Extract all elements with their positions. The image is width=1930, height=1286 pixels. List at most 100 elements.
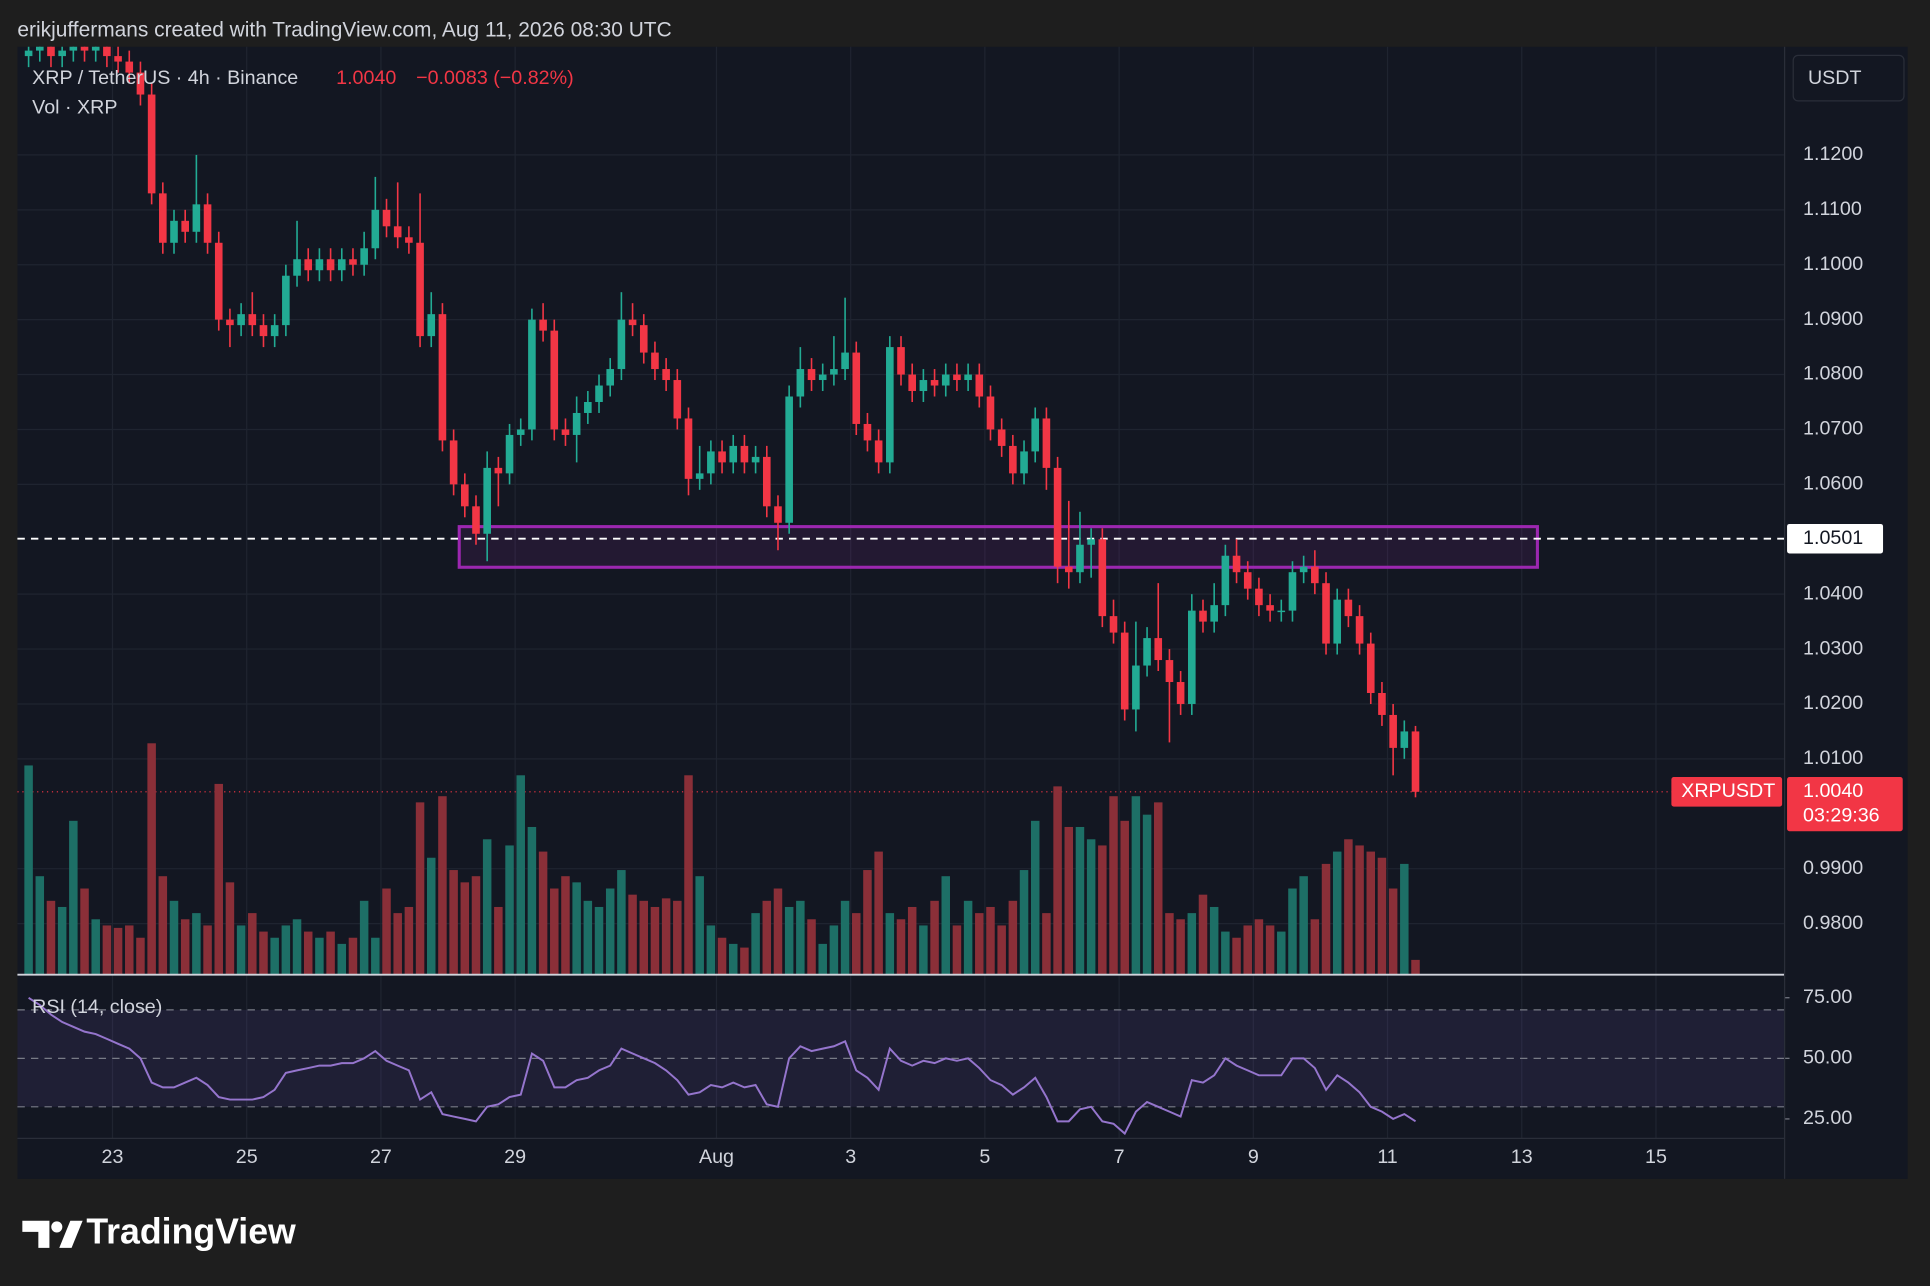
volume-bar [885, 913, 895, 975]
candle-body [1143, 638, 1151, 666]
volume-bar [315, 937, 324, 975]
candle-body [785, 396, 793, 523]
y-tick-label: 1.1100 [1803, 198, 1862, 220]
candle-body [695, 473, 704, 479]
candle-body [1344, 599, 1353, 617]
volume-bar [863, 870, 872, 975]
candle-body [740, 445, 749, 463]
volume-bar [516, 775, 525, 975]
candle-body [147, 94, 156, 194]
candle-body [1411, 731, 1420, 792]
x-tick-label: Aug [699, 1146, 734, 1168]
legend-change: −0.0083 (−0.82%) [416, 67, 574, 89]
candle-body [35, 46, 44, 51]
candle-body [282, 275, 290, 326]
volume-bar [773, 888, 783, 975]
x-tick-label: 5 [979, 1146, 990, 1168]
candle-body [1277, 610, 1286, 613]
volume-bar [494, 906, 503, 975]
candle-body [136, 72, 145, 95]
candle-body [360, 248, 368, 265]
volume-bar [415, 802, 425, 975]
candle-body [1311, 566, 1319, 584]
candle-body [617, 319, 626, 370]
volume-bar [1120, 820, 1129, 975]
volume-bar [1265, 925, 1275, 975]
volume-bar [538, 851, 548, 975]
candle-body [908, 374, 916, 392]
candle-body [449, 440, 458, 485]
candle-body [1210, 605, 1218, 622]
zone-layer [17, 525, 1785, 793]
candle-body [237, 314, 245, 326]
volume-bar [639, 900, 649, 975]
candle-body [818, 374, 827, 381]
volume-bar [807, 919, 816, 975]
volume-bar [1321, 863, 1331, 975]
candle-body [975, 374, 984, 397]
x-tick-label: 27 [370, 1146, 392, 1168]
volume-bar [975, 913, 984, 975]
volume-bar [762, 900, 772, 975]
volume-bar [728, 943, 738, 975]
symbol-badge [1671, 777, 1783, 807]
candle-body [270, 325, 279, 337]
volume-bar [561, 876, 570, 975]
volume-bar [113, 927, 123, 975]
candle-body [58, 50, 66, 57]
volume-bar [740, 947, 749, 975]
volume-bar [1366, 851, 1376, 975]
chart-area [17, 46, 1908, 1179]
candle-body [762, 456, 771, 507]
candle-body [461, 484, 469, 507]
currency-button[interactable] [1792, 54, 1905, 102]
volume-bar [359, 900, 369, 975]
y-tick-label: 0.9800 [1803, 912, 1863, 934]
volume-bar [1221, 931, 1230, 975]
candle-body [1188, 610, 1196, 704]
rsi-tick-label: 50.00 [1803, 1047, 1852, 1069]
volume-bar [248, 913, 257, 975]
candle-body [673, 380, 682, 419]
candle-body [1064, 566, 1073, 573]
brand-logo [22, 1220, 83, 1248]
candle-body [550, 330, 559, 430]
currency-label[interactable]: USDT [1808, 67, 1862, 89]
volume-bar [236, 925, 246, 975]
x-tick-label: 13 [1511, 1146, 1533, 1168]
candle-body [852, 352, 861, 424]
volume-bar [661, 898, 671, 975]
candle-body [1255, 588, 1263, 606]
candle-body [80, 46, 89, 51]
volume-bar [24, 765, 33, 975]
volume-bar [1086, 839, 1096, 975]
volume-bar [1098, 845, 1107, 975]
volume-bar [818, 943, 827, 975]
volume-bar [896, 919, 906, 975]
level-badge [1787, 523, 1884, 554]
volume-bar [292, 919, 302, 975]
volume-bar [829, 925, 839, 975]
volume-bar [91, 919, 100, 975]
x-tick-label: 23 [102, 1146, 124, 1168]
candle-body [226, 319, 234, 326]
candle-body [103, 46, 111, 57]
candle-body [494, 467, 503, 474]
volume-bar [572, 882, 581, 975]
candle-body [751, 456, 760, 463]
candle-body [1031, 418, 1040, 452]
candle-body [472, 506, 480, 534]
volume-bar [1209, 906, 1219, 975]
candle-body [405, 237, 413, 243]
volume-bar [57, 906, 67, 975]
rsi-tick-label: 25.00 [1803, 1107, 1852, 1129]
candle-body [427, 314, 436, 337]
candle-body [24, 50, 33, 57]
candle-body [1165, 660, 1174, 683]
volume-bar [169, 900, 179, 975]
volume-layer [24, 743, 1420, 975]
legend-title: XRP / TetherUS · 4h · Binance [32, 67, 298, 89]
volume-bar [46, 900, 56, 975]
y-tick-label: 1.1200 [1803, 143, 1863, 165]
candle-body [707, 451, 715, 474]
